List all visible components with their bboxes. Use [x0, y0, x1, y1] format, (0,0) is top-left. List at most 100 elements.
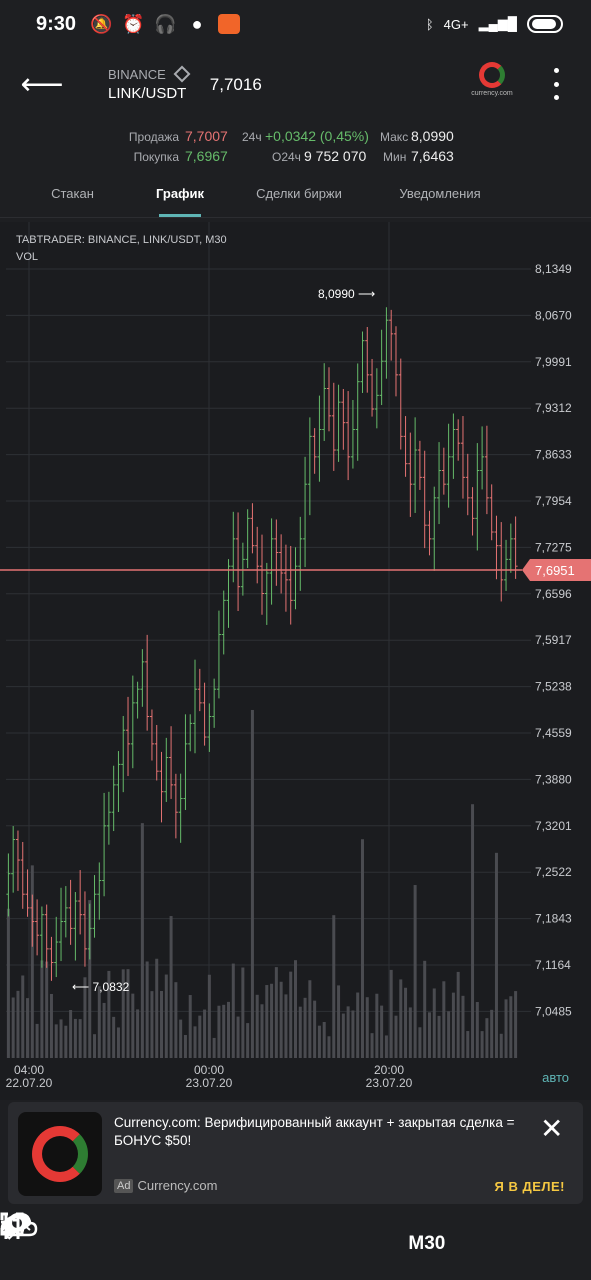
- volume-bar: [346, 1006, 350, 1058]
- status-time: 9:30: [36, 12, 77, 35]
- more-menu-icon[interactable]: [544, 68, 568, 100]
- volume-bar: [231, 963, 235, 1058]
- volume-bar: [471, 804, 475, 1058]
- volume-bar: [442, 981, 446, 1058]
- high-marker: 8,0990 ⟶: [318, 287, 375, 301]
- tab-trades[interactable]: Сделки биржи: [256, 186, 342, 201]
- tab-alerts[interactable]: Уведомления: [399, 186, 481, 201]
- y-tick-label: 7,7954: [535, 494, 572, 508]
- volume-bar: [21, 975, 25, 1058]
- y-tick-label: 7,2522: [535, 865, 572, 879]
- low-marker: ⟵ 7,0832: [72, 980, 130, 994]
- volume-bar: [327, 1036, 331, 1058]
- volume-bar: [494, 852, 498, 1058]
- volume-bar: [150, 991, 154, 1058]
- back-arrow-icon[interactable]: ⟵: [20, 67, 64, 101]
- y-tick-label: 7,6596: [535, 587, 572, 601]
- ad-banner[interactable]: Currency.com: Верифицированный аккаунт +…: [8, 1102, 583, 1204]
- volume-bar: [160, 991, 164, 1058]
- volume-bar: [112, 1016, 116, 1058]
- volume-bar: [408, 1007, 412, 1058]
- volume-bar: [250, 709, 254, 1058]
- volume-bar: [437, 1015, 441, 1058]
- cloud-icon[interactable]: [0, 1212, 526, 1276]
- ad-logo[interactable]: [18, 1112, 102, 1196]
- eye-icon[interactable]: [2, 1212, 329, 1276]
- x-tick-time: 00:00: [194, 1063, 224, 1077]
- volume-bar: [241, 967, 245, 1058]
- volume-bar: [293, 960, 297, 1058]
- volume-bar: [504, 999, 508, 1058]
- volume-bar: [399, 979, 403, 1058]
- volume-bar: [265, 985, 269, 1058]
- volume-bar: [140, 823, 144, 1058]
- alarm-icon: ⏰: [122, 13, 145, 34]
- volume-bar: [389, 969, 393, 1058]
- volume-label: O24ч: [272, 150, 301, 164]
- signal-icon: ▂▄▆█: [478, 16, 517, 31]
- tab-orderbook[interactable]: Стакан: [51, 186, 94, 201]
- pair-info[interactable]: BINANCE LINK/USDT: [108, 65, 191, 102]
- close-icon[interactable]: ✕: [540, 1113, 564, 1144]
- chart-type-icon[interactable]: [1, 1212, 394, 1276]
- sell-label: Продажа: [128, 130, 179, 144]
- volume-bar: [466, 1031, 470, 1058]
- y-tick-label: 8,1349: [535, 262, 572, 276]
- volume-bar: [461, 995, 465, 1058]
- volume-bar: [413, 885, 417, 1058]
- volume-bar: [227, 1001, 231, 1058]
- volume-bar: [313, 1000, 317, 1058]
- ad-text[interactable]: Currency.com: Верифицированный аккаунт +…: [114, 1115, 515, 1148]
- volume-bar: [284, 994, 288, 1058]
- ad-badge: Ad: [114, 1178, 134, 1193]
- volume-bar: [207, 974, 211, 1058]
- tab-chart[interactable]: График: [145, 172, 215, 217]
- fullscreen-icon[interactable]: [0, 1212, 591, 1276]
- volume-bar: [97, 986, 101, 1058]
- volume-bar: [423, 960, 427, 1058]
- x-tick-date: 23.07.20: [186, 1076, 233, 1090]
- ruler-icon[interactable]: [2, 1212, 132, 1276]
- ad-source: Ad Currency.com: [114, 1178, 217, 1193]
- volume-bar: [456, 971, 460, 1058]
- header-price: 7,7016: [209, 75, 262, 94]
- timeframe-button[interactable]: M30: [408, 1233, 446, 1254]
- pencil-icon[interactable]: [5, 1212, 197, 1276]
- volume-bar: [447, 1011, 451, 1058]
- volume-bar: [341, 1013, 345, 1058]
- max-label: Макс: [380, 130, 409, 144]
- volume-bar: [317, 1025, 321, 1058]
- app-notification-icon: [218, 14, 241, 34]
- volume-bar: [6, 908, 10, 1058]
- ad-cta-button[interactable]: Я В ДЕЛЕ!: [494, 1179, 565, 1194]
- volume-bar: [64, 1025, 68, 1058]
- chart-canvas[interactable]: 8,1349 8,0670 7,9991 7,9312 7,8633 7,7954 7,72…: [0, 222, 591, 1100]
- volume-bar: [380, 1005, 384, 1058]
- pair-name: LINK/USDT: [108, 84, 187, 102]
- y-tick-label: 7,7275: [535, 540, 572, 554]
- auto-scale-button[interactable]: авто: [542, 1070, 569, 1085]
- x-tick-time: 04:00: [14, 1063, 44, 1077]
- chart-toolbar: M30: [0, 1212, 591, 1276]
- max-value: 8,0990: [411, 128, 454, 144]
- volume-bar: [193, 1026, 197, 1058]
- volume-bar: [183, 1035, 187, 1058]
- volume-bar: [217, 1005, 221, 1058]
- battery-icon: [527, 15, 563, 33]
- chart-title: TABTRADER: BINANCE, LINK/USDT, M30 VOL: [16, 234, 227, 263]
- volume-bar: [145, 961, 149, 1058]
- y-tick-label: 7,1843: [535, 912, 572, 926]
- volume-bar: [93, 1034, 97, 1058]
- indicators-icon[interactable]: [0, 1212, 263, 1276]
- volume-bar: [384, 1035, 388, 1058]
- volume-bar: [490, 1009, 494, 1058]
- volume-bar: [394, 1015, 398, 1058]
- currency-com-logo[interactable]: currency.com: [471, 62, 513, 102]
- buy-value: 7,6967: [185, 148, 228, 164]
- volume-bar: [274, 967, 278, 1058]
- change-label: 24ч: [242, 130, 262, 144]
- volume-bar: [322, 1021, 326, 1058]
- volume-bar: [155, 958, 159, 1058]
- y-tick-label: 7,8633: [535, 448, 572, 462]
- price-chart[interactable]: 8,1349 8,0670 7,9991 7,9312 7,8633 7,7954 7,72…: [0, 222, 591, 1100]
